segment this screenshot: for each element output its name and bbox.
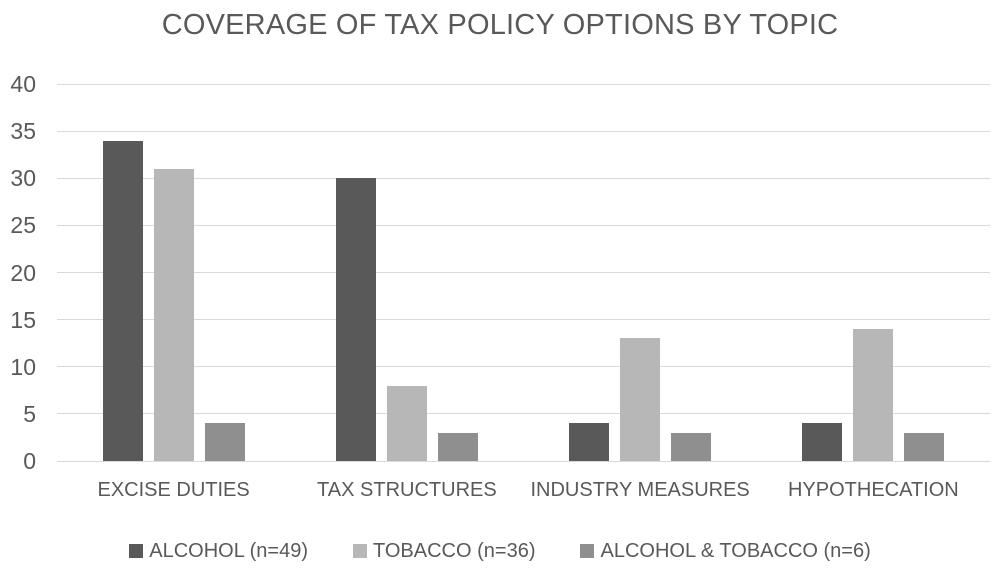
y-axis-tick-labels: 40 35 30 25 20 15 10 5 0 [0,71,42,474]
x-axis-category-labels: EXCISE DUTIES TAX STRUCTURES INDUSTRY MEAS… [57,478,990,502]
legend-item-tobacco-n-36: TOBACCO (n=36) [353,539,535,563]
y-tick-label-5: 5 [23,400,36,427]
bar-group-excise-duties [57,84,290,461]
bar-groups [57,84,990,461]
bar-tobacco-n-36-hypothecation [853,329,894,461]
gridline-5 [57,413,990,415]
legend-item-alcohol-tobacco-n-6: ALCOHOL & TOBACCO (n=6) [580,539,871,563]
gridline-0 [57,460,990,462]
legend-swatch-alcohol-tobacco-n-6 [580,544,595,558]
y-tick-label-35: 35 [10,118,36,145]
x-label-industry-measures: INDUSTRY MEASURES [530,479,750,501]
gridline-25 [57,224,990,226]
gridline-15 [57,319,990,321]
bar-alcohol-n-49-hypothecation [802,423,843,461]
gridline-30 [57,177,990,179]
legend-label-alcohol-tobacco-n-6: ALCOHOL & TOBACCO (n=6) [600,540,871,562]
gridline-20 [57,272,990,273]
legend-swatch-tobacco-n-36 [353,544,368,558]
gridline-10 [57,366,990,368]
x-label-excise-duties: EXCISE DUTIES [97,479,250,501]
y-tick-label-30: 30 [10,165,36,192]
bar-alcohol-tobacco-n-6-hypothecation [904,432,945,461]
y-tick-label-40: 40 [10,71,36,97]
y-tick-label-20: 20 [10,259,36,286]
bar-alcohol-tobacco-n-6-industry-measures [671,432,712,461]
bar-group-tax-structures [290,84,523,461]
legend-item-alcohol-n-49: ALCOHOL (n=49) [129,539,308,563]
plot-area [57,83,990,462]
gridline-35 [57,130,990,132]
gridline-40 [57,83,990,85]
chart-title: COVERAGE OF TAX POLICY OPTIONS BY TOPIC [161,9,839,41]
bar-alcohol-n-49-tax-structures [335,178,376,461]
x-label-hypothecation: HYPOTHECATION [787,479,959,501]
y-tick-label-15: 15 [10,306,36,333]
y-tick-label-10: 10 [10,353,36,380]
bar-group-hypothecation [757,84,990,461]
x-label-tax-structures: TAX STRUCTURES [317,479,497,501]
bar-tobacco-n-36-industry-measures [620,338,661,461]
bar-alcohol-n-49-industry-measures [569,423,610,461]
bar-tobacco-n-36-tax-structures [386,385,427,461]
y-tick-label-0: 0 [23,448,36,474]
legend-label-tobacco-n-36: TOBACCO (n=36) [373,540,536,562]
legend-label-alcohol-n-49: ALCOHOL (n=49) [149,540,309,562]
y-tick-label-25: 25 [10,212,36,239]
bar-alcohol-tobacco-n-6-tax-structures [437,432,478,461]
bar-group-industry-measures [524,84,757,461]
bar-alcohol-tobacco-n-6-excise-duties [204,423,245,461]
bar-tobacco-n-36-excise-duties [153,168,194,461]
legend: ALCOHOL (n=49) TOBACCO (n=36) ALCOHOL & TO… [0,539,1000,563]
bar-alcohol-n-49-excise-duties [102,140,143,461]
legend-swatch-alcohol-n-49 [129,544,144,558]
